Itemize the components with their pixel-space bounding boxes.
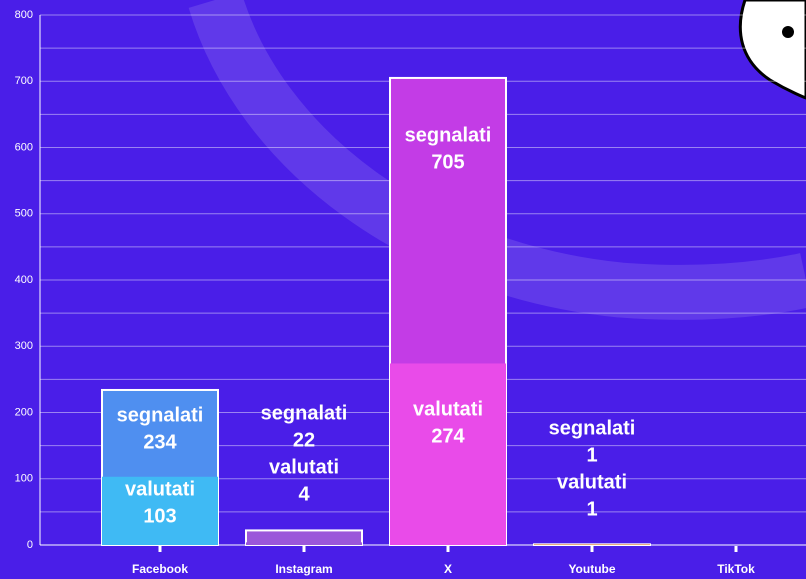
- x-tick-label: Facebook: [132, 562, 188, 576]
- x-tick-label: Youtube: [568, 562, 615, 576]
- y-tick-label: 300: [15, 340, 33, 352]
- chart: 0 100 200 300 400 500 600 700 800 Facebook segnala…: [0, 0, 806, 579]
- y-tick-label: 100: [15, 473, 33, 485]
- data-label: 234: [143, 431, 177, 453]
- data-label-name: valutati: [269, 456, 339, 478]
- data-label-name: segnalati: [261, 402, 348, 424]
- data-label-name: segnalati: [117, 404, 204, 426]
- y-tick-label: 0: [27, 539, 33, 551]
- data-label: 1: [586, 498, 597, 520]
- data-label: 103: [143, 505, 176, 527]
- data-label-name: valutati: [413, 398, 483, 420]
- bar: [246, 542, 362, 545]
- y-tick-label: 800: [15, 9, 33, 21]
- data-label-name: segnalati: [405, 124, 492, 146]
- decoration-dot: [782, 26, 794, 38]
- y-tick-label: 500: [15, 208, 33, 220]
- x-tick-label: TikTok: [717, 562, 755, 576]
- data-label: 22: [293, 429, 315, 451]
- data-label-name: segnalati: [549, 417, 636, 439]
- data-label: 274: [431, 425, 465, 447]
- x-tick-label: X: [444, 562, 452, 576]
- data-label-name: valutati: [125, 478, 195, 500]
- y-tick-label: 700: [15, 75, 33, 87]
- bar: [390, 363, 506, 545]
- data-label-name: valutati: [557, 471, 627, 493]
- y-tick-label: 600: [15, 141, 33, 153]
- y-tick-label: 400: [15, 274, 33, 286]
- data-label: 705: [431, 151, 464, 173]
- bar: [534, 544, 650, 545]
- y-tick-label: 200: [15, 406, 33, 418]
- x-tick-label: Instagram: [275, 562, 332, 576]
- data-label: 4: [298, 483, 310, 505]
- data-label: 1: [586, 444, 597, 466]
